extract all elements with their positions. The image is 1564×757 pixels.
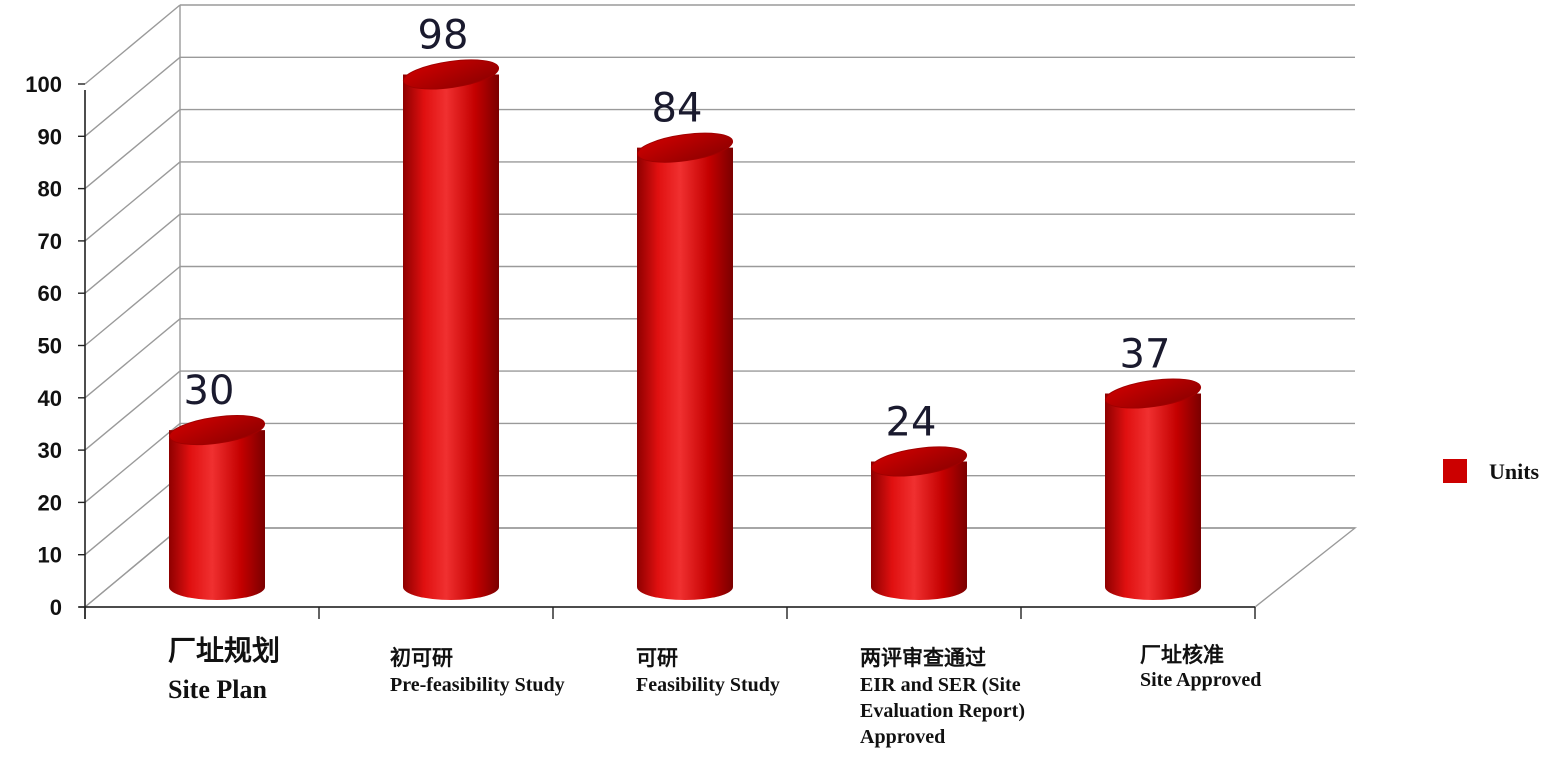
bar-3 xyxy=(870,446,968,600)
labels: 0 10 20 30 40 50 60 70 80 90 100 30 98 84 24 37 厂址规划 Site… xyxy=(25,12,1261,748)
bar-0 xyxy=(168,415,266,600)
side-gridline xyxy=(84,161,181,242)
side-gridline xyxy=(84,318,181,399)
bar-2 xyxy=(636,132,734,600)
bar-body xyxy=(169,430,265,600)
side-gridline xyxy=(84,109,181,190)
category-label-zh: 初可研 xyxy=(390,646,453,670)
bar-1 xyxy=(402,59,500,600)
legend-swatch xyxy=(1443,459,1467,483)
y-tick-label: 70 xyxy=(38,229,62,254)
bars xyxy=(168,59,1202,600)
value-label: 30 xyxy=(184,368,235,414)
bar-top-cap xyxy=(870,446,968,477)
y-tick-label: 100 xyxy=(25,72,62,97)
category-label-zh: 厂址核准 xyxy=(1140,643,1224,667)
side-gridline xyxy=(84,56,181,137)
side-gridline xyxy=(84,422,181,503)
bar-body xyxy=(637,147,733,600)
legend-label: Units xyxy=(1489,459,1540,484)
side-gridline xyxy=(84,213,181,294)
category-label-en: Site Plan xyxy=(168,675,267,704)
bar-body xyxy=(1105,393,1201,600)
value-label: 24 xyxy=(886,399,937,445)
y-tick-label: 40 xyxy=(38,386,62,411)
bar-body xyxy=(871,461,967,600)
y-tick-label: 90 xyxy=(38,124,62,149)
legend: Units xyxy=(1443,459,1540,484)
y-tick-label: 80 xyxy=(38,177,62,202)
bar-top-cap xyxy=(1104,378,1202,409)
y-tick-label: 10 xyxy=(38,543,62,568)
side-gridline xyxy=(84,475,181,556)
y-tick-label: 50 xyxy=(38,334,62,359)
category-label-zh: 可研 xyxy=(636,646,678,670)
category-label-en: Feasibility Study xyxy=(636,674,780,696)
category-label-en: Pre-feasibility Study xyxy=(390,674,565,696)
y-tick-label: 20 xyxy=(38,490,62,515)
bar-body xyxy=(403,74,499,600)
axes xyxy=(78,83,1256,619)
y-tick-label: 30 xyxy=(38,438,62,463)
category-label-en: Approved xyxy=(860,726,945,748)
value-label: 37 xyxy=(1120,331,1171,377)
grid-lines xyxy=(83,4,1358,608)
bar-top-cap xyxy=(168,415,266,446)
category-label-en: Site Approved xyxy=(1140,669,1261,691)
category-label-zh: 厂址规划 xyxy=(168,635,280,667)
category-label-en: EIR and SER (Site xyxy=(860,674,1021,696)
bar-top-cap xyxy=(636,132,734,163)
bar-top-cap xyxy=(402,59,500,90)
y-tick-label: 60 xyxy=(38,281,62,306)
category-label-en: Evaluation Report) xyxy=(860,700,1025,722)
side-gridline xyxy=(84,4,181,85)
bar-4 xyxy=(1104,378,1202,600)
value-label: 84 xyxy=(652,86,703,132)
value-label: 98 xyxy=(418,12,469,58)
category-label-zh: 两评审查通过 xyxy=(860,646,986,670)
side-gridline xyxy=(84,265,181,347)
side-gridline xyxy=(84,370,181,451)
y-tick-label: 0 xyxy=(50,595,62,620)
